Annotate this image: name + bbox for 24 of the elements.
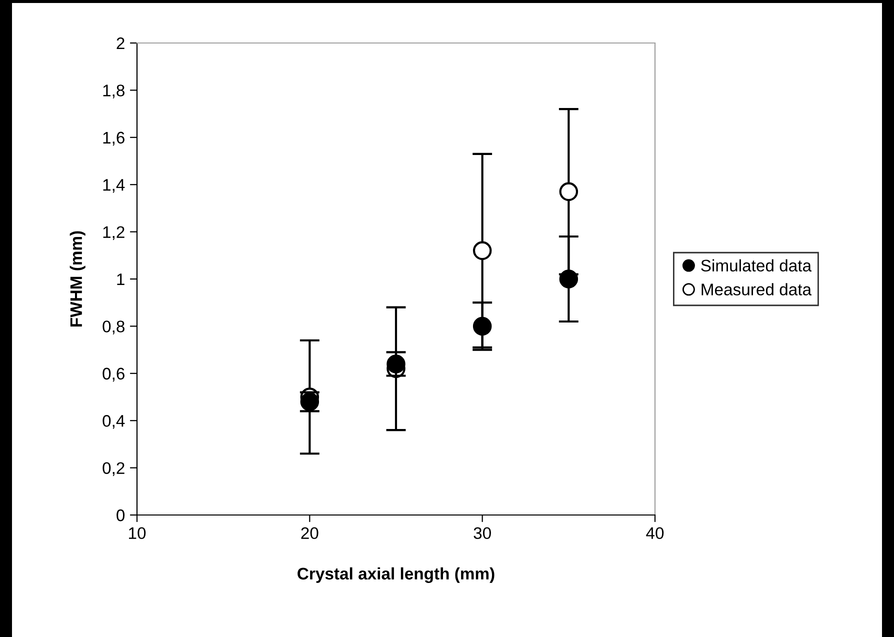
x-tick-label: 20 xyxy=(301,527,318,540)
x-tick-label: 40 xyxy=(646,527,664,540)
y-tick-label: 1,8 xyxy=(103,84,124,98)
y-tick-label: 0,6 xyxy=(102,368,124,382)
point xyxy=(559,182,578,202)
point xyxy=(386,354,406,374)
x-axis-title: Crystal axial length (mm) xyxy=(298,567,494,583)
y-tick-label: 0,2 xyxy=(102,462,124,476)
y-tick-label: 0,8 xyxy=(102,320,124,334)
y-tick-label: 1,2 xyxy=(103,226,124,240)
x-tick-label: 10 xyxy=(129,527,146,540)
legend-label: Measured data xyxy=(702,283,812,296)
y-tick-label: 0,4 xyxy=(102,415,125,429)
y-axis-title: FWHM (mm) xyxy=(70,231,86,326)
point xyxy=(559,270,578,288)
y-tick-label: 2 xyxy=(116,37,124,50)
y-tick-label: 1,4 xyxy=(103,179,125,193)
point xyxy=(472,241,492,260)
y-tick-label: 0 xyxy=(116,509,125,522)
y-tick-label: 1 xyxy=(117,274,124,286)
point xyxy=(472,316,492,336)
y-tick-label: 1,6 xyxy=(103,132,124,146)
legend-label: Simulated data xyxy=(701,259,812,272)
x-tick-label: 30 xyxy=(474,527,491,540)
